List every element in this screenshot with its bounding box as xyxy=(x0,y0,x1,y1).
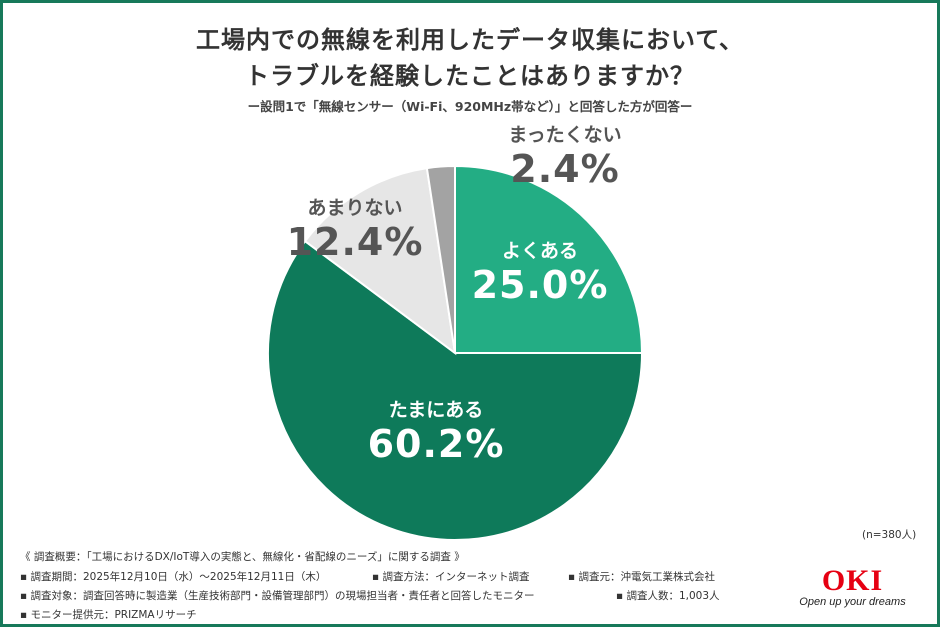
pie-slice-2 xyxy=(303,166,457,356)
sample-size: (n=380人) xyxy=(862,529,917,541)
logo-wordmark: OKI xyxy=(821,564,884,597)
slice-label-1: たまにある 60.2% xyxy=(367,399,505,466)
slice-label-2: あまりない 12.4% xyxy=(286,197,424,264)
footer-overview: 《 調査概要：「工場におけるDX/IoT導入の実態と、無線化・省配線のニーズ」に… xyxy=(20,551,465,563)
pie-slice-3 xyxy=(425,164,456,354)
footer-period: ▪ 調査期間：2025年12月10日（水）〜2025年12月11日（木） xyxy=(20,571,327,583)
pie-slice-1 xyxy=(267,239,644,541)
logo-tagline: Open up your dreams xyxy=(799,596,906,608)
slice-label-3: まったくない 2.4% xyxy=(508,124,622,191)
slice-label-0: よくある 25.0% xyxy=(471,240,609,307)
footer-target: ▪ 調査対象：調査回答時に製造業（生産技術部門・設備管理部門）の現場担当者・責任… xyxy=(20,590,535,602)
chart-subtitle: ー設問1で「無線センサー（Wi-Fi、920MHz帯など）」と回答した方が回答ー xyxy=(247,99,693,114)
footer-method: ▪ 調査方法：インターネット調査 xyxy=(372,571,530,583)
footer-count: ▪ 調査人数：1,003人 xyxy=(616,590,720,602)
footer-source: ▪ 調査元：沖電気工業株式会社 xyxy=(568,571,715,583)
oki-logo: OKI Open up your dreams xyxy=(795,564,910,609)
pie-slice-0 xyxy=(454,164,644,354)
chart-title-line2: トラブルを経験したことはありますか？ xyxy=(245,62,695,90)
footer-provider: ▪ モニター提供元：PRIZMAリサーチ xyxy=(20,609,197,621)
chart-title-line1: 工場内での無線を利用したデータ収集において、 xyxy=(195,26,745,54)
